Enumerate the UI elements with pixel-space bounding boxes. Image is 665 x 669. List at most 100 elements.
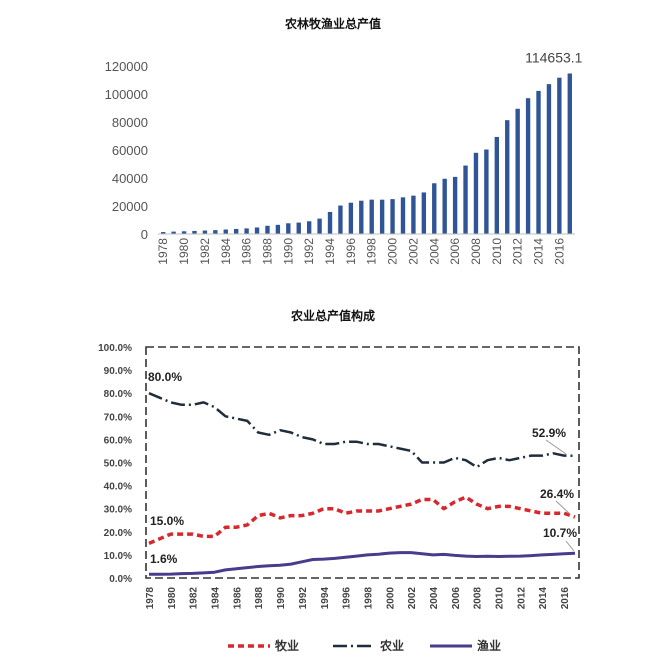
chart1-bar — [411, 195, 416, 234]
chart1-y-tick-label: 0 — [141, 227, 148, 242]
chart1-bar — [494, 136, 500, 234]
chart2-y-tick-label: 50.0% — [104, 459, 132, 470]
chart2-lines — [148, 392, 576, 576]
chart2-x-tick-label: 1984 — [211, 587, 222, 610]
chart1-bar — [223, 229, 228, 234]
chart2-y-tick-label: 80.0% — [104, 389, 132, 400]
chart2-x-tick-label: 1978 — [145, 587, 156, 610]
chart2-legend-label: 农业 — [379, 638, 404, 653]
chart1-bar — [244, 228, 249, 234]
agri-end-leader — [545, 439, 567, 455]
chart2-legend-label: 渔业 — [477, 638, 501, 653]
chart1-bar — [181, 231, 187, 234]
chart2-title: 农业总产值构成 — [290, 308, 375, 323]
chart1-bar — [286, 223, 291, 234]
husb-end-label: 26.4% — [540, 487, 574, 501]
chart2-y-tick-label: 30.0% — [104, 505, 132, 516]
chart1-bar — [171, 231, 176, 234]
chart1-x-tick-label: 1994 — [323, 238, 337, 265]
chart1-bar — [421, 192, 427, 234]
chart1-bar — [338, 205, 343, 234]
chart1-y-tick-label: 80000 — [112, 115, 148, 130]
chart1-y-tick-label: 100000 — [105, 87, 148, 102]
chart1-x-tick-label: 2014 — [532, 238, 546, 265]
chart1-bar — [213, 230, 218, 234]
chart1-bar — [348, 202, 354, 234]
chart2-legend: 牧业 农业 渔业 — [228, 638, 501, 653]
chart1-last-value-label: 114653.1 — [525, 49, 583, 65]
chart1-y-tick-label: 120000 — [105, 59, 148, 74]
chart2-x-tick-label: 2000 — [385, 587, 396, 610]
chart2-y-tick-label: 60.0% — [104, 435, 132, 446]
chart1-x-tick-label: 2004 — [427, 238, 441, 265]
chart1-x-tick-label: 2016 — [552, 238, 566, 265]
chart1-x-tick-label: 1988 — [260, 238, 274, 265]
chart2-x-axis: 1978 1980 1982 1984 1986 1988 1990 1992 1994 1996… — [145, 587, 571, 610]
chart1-bar — [452, 176, 458, 234]
chart1-bar — [432, 183, 437, 234]
chart1-bar — [525, 98, 531, 234]
husb-end-leader — [555, 500, 571, 515]
chart1-x-tick-label: 1998 — [365, 238, 379, 265]
chart1-bar — [515, 108, 520, 234]
chart1-bar — [484, 149, 489, 234]
chart1-bar — [390, 199, 395, 234]
chart1-x-axis: 1978 1980 1982 1984 1986 1988 1990 1992 1994 1996… — [156, 238, 566, 265]
chart1-bar — [505, 120, 510, 234]
chart1-bar — [161, 232, 166, 234]
agri-end-label: 52.9% — [532, 426, 566, 440]
chart1-x-tick-label: 1990 — [281, 238, 295, 265]
chart1-bar — [327, 211, 333, 234]
chart2-y-tick-label: 0.0% — [109, 574, 132, 585]
chart1-bar — [192, 230, 197, 234]
chart1-bar — [265, 225, 270, 234]
chart2-y-tick-label: 100.0% — [98, 343, 132, 354]
chart1-title: 农林牧渔业总产值 — [284, 16, 381, 31]
chart1-bar — [567, 73, 572, 234]
chart2-series-line — [148, 495, 576, 546]
chart1-bar — [536, 90, 541, 234]
chart1-bar — [296, 222, 301, 234]
chart2-y-tick-label: 10.0% — [104, 551, 132, 562]
chart1-bar — [546, 84, 552, 234]
chart2-y-axis: 0.0% 10.0% 20.0% 30.0% 40.0% 50.0% 60.0% 70.0% 8… — [98, 343, 132, 585]
chart2-x-tick-label: 1998 — [363, 587, 374, 610]
chart2-series-line — [148, 392, 576, 469]
agri-start-label: 80.0% — [148, 370, 182, 384]
chart1-bars — [161, 73, 572, 234]
chart2-series-line — [149, 551, 576, 576]
chart1-x-tick-label: 1980 — [177, 238, 191, 265]
chart1-x-tick-label: 1986 — [240, 238, 254, 265]
chart1-x-tick-label: 2012 — [511, 238, 525, 265]
chart1-x-tick-label: 2002 — [406, 238, 420, 265]
chart1-y-tick-label: 60000 — [112, 143, 148, 158]
chart2-y-tick-label: 90.0% — [104, 366, 132, 377]
chart2-x-tick-label: 2006 — [451, 587, 462, 610]
chart1-x-tick-label: 1978 — [156, 238, 170, 265]
chart2-x-tick-label: 1980 — [167, 587, 178, 610]
chart1-bar — [379, 199, 385, 234]
chart2-x-tick-label: 2014 — [538, 587, 549, 610]
chart2-x-tick-label: 2008 — [473, 587, 484, 610]
chart1-bar — [306, 221, 312, 234]
chart2-x-tick-label: 2010 — [495, 587, 506, 610]
chart2-x-tick-label: 2016 — [560, 587, 571, 610]
chart2-x-tick-label: 2012 — [516, 587, 527, 610]
chart1-x-tick-label: 2010 — [490, 238, 504, 265]
chart1-bar — [254, 227, 260, 234]
chart2-x-tick-label: 1990 — [276, 587, 287, 610]
chart2-x-tick-label: 2002 — [407, 587, 418, 610]
chart1-y-axis: 0 20000 40000 60000 80000 100000 120000 — [105, 59, 148, 242]
chart2-y-tick-label: 40.0% — [104, 482, 132, 493]
chart1-y-tick-label: 20000 — [112, 199, 148, 214]
chart1-x-tick-label: 2006 — [448, 238, 462, 265]
chart1-bar — [473, 152, 479, 234]
chart1-x-tick-label: 1996 — [344, 238, 358, 265]
chart2-x-tick-label: 1994 — [320, 587, 331, 610]
chart2-x-tick-label: 2004 — [429, 587, 440, 610]
chart1-bar — [557, 77, 562, 234]
chart2-legend-label: 牧业 — [275, 638, 299, 653]
chart1-x-tick-label: 1984 — [219, 238, 233, 265]
chart2-x-tick-label: 1986 — [232, 587, 243, 610]
